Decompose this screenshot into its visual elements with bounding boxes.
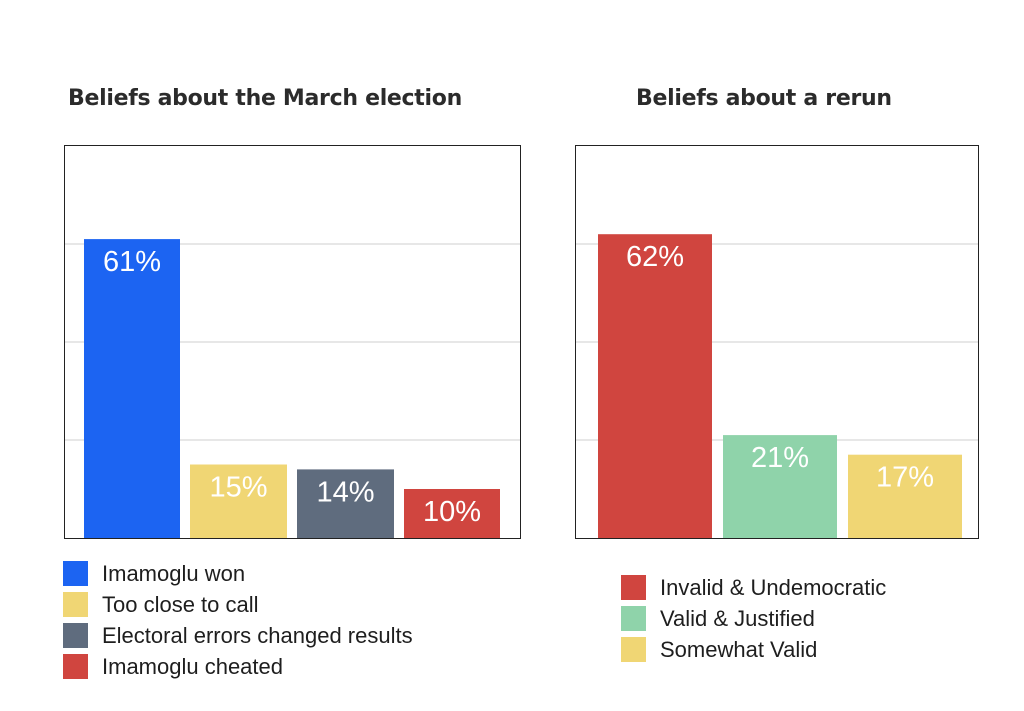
bar-2	[848, 454, 962, 538]
march-election-legend: Imamoglu won Too close to call Electoral e…	[63, 558, 413, 682]
bar-value-label: 15%	[209, 472, 267, 504]
bar-1	[723, 435, 837, 538]
legend-swatch	[63, 623, 88, 648]
legend-label: Imamoglu cheated	[102, 653, 283, 679]
legend-swatch	[63, 654, 88, 679]
bar-value-label: 17%	[876, 462, 934, 494]
chart-title-march-election: Beliefs about the March election	[68, 86, 462, 111]
bar-0	[84, 239, 180, 538]
bar-value-label: 61%	[103, 246, 161, 278]
legend-item: Imamoglu cheated	[63, 651, 413, 682]
legend-label: Too close to call	[102, 591, 259, 617]
legend-swatch	[63, 592, 88, 617]
legend-item: Invalid & Undemocratic	[621, 572, 886, 603]
bar-value-label: 62%	[626, 241, 684, 273]
bar-2	[297, 469, 394, 538]
legend-item: Electoral errors changed results	[63, 620, 413, 651]
legend-item: Somewhat Valid	[621, 634, 886, 665]
legend-item: Too close to call	[63, 589, 413, 620]
plot-frame	[575, 145, 979, 539]
legend-item: Imamoglu won	[63, 558, 413, 589]
rerun-chart: 62% 21% 17%	[575, 145, 979, 539]
chart-title-rerun: Beliefs about a rerun	[636, 86, 892, 111]
plot-frame	[64, 145, 521, 539]
legend-item: Valid & Justified	[621, 603, 886, 634]
legend-swatch	[621, 575, 646, 600]
bar-value-label: 21%	[751, 442, 809, 474]
legend-label: Invalid & Undemocratic	[660, 574, 887, 600]
legend-swatch	[621, 606, 646, 631]
bar-value-label: 10%	[423, 496, 481, 528]
legend-swatch	[621, 637, 646, 662]
legend-label: Valid & Justified	[660, 605, 815, 631]
bar-1	[190, 464, 287, 538]
legend-label: Imamoglu won	[102, 560, 246, 586]
rerun-legend: Invalid & Undemocratic Valid & Justified S…	[621, 572, 886, 665]
legend-label: Electoral errors changed results	[102, 622, 413, 648]
legend-label: Somewhat Valid	[660, 636, 818, 662]
legend-swatch	[63, 561, 88, 586]
march-election-chart: 61% 15% 14% 10%	[64, 145, 521, 539]
bar-value-label: 14%	[316, 476, 374, 508]
bar-3	[404, 489, 500, 538]
bar-0	[598, 234, 712, 538]
